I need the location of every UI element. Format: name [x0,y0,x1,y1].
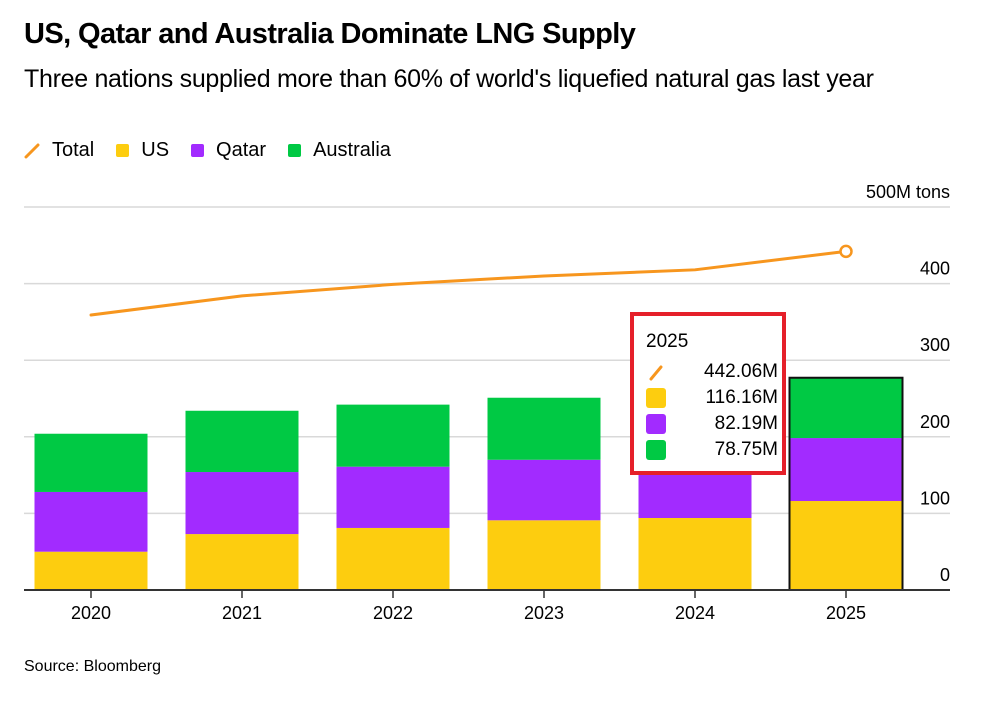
x-tick-label: 2023 [524,603,564,623]
legend-label: Total [52,139,95,161]
bar-us-2022 [336,527,450,590]
y-tick-label: 300 [920,335,950,355]
x-tick-label: 2025 [826,603,866,623]
bar-australia-2021 [185,410,299,473]
legend-label: Australia [313,139,391,161]
line-icon [649,365,663,381]
y-tick-label: 0 [940,565,950,585]
tooltip-row-us: 116.16M [646,387,778,409]
y-tick-label: 500M tons [866,182,950,202]
bar-qatar-2020 [34,491,148,552]
chart-plot: 0 100 200 300 400 500M tons 2020 2021 2022 2023 20… [24,182,950,623]
tooltip-row-australia: 78.75M [646,439,778,461]
bar-us-2023 [487,520,601,590]
square-icon [646,388,666,408]
x-tick-label: 2024 [675,603,715,623]
tooltip-value: 82.19M [714,413,778,434]
y-tick-label: 400 [920,259,950,279]
chart-subtitle: Three nations supplied more than 60% of … [24,65,874,93]
tooltip-value: 78.75M [714,439,778,460]
tooltip-value: 442.06M [704,361,778,382]
legend-label: Qatar [216,139,267,161]
tooltip: 2025 442.06M 116.16M 82.19M 78.75M [630,312,786,475]
square-icon [646,414,666,434]
bar-qatar-2023 [487,459,601,521]
x-tick-label: 2022 [373,603,413,623]
bar-australia-2022 [336,404,450,467]
line-point-marker [839,244,853,259]
square-icon [116,144,130,157]
square-icon [646,440,666,460]
bar-us-2020 [34,551,148,590]
legend-item-australia[interactable]: Australia [288,139,391,162]
square-icon [288,144,302,157]
tooltip-row-qatar: 82.19M [646,413,778,435]
tooltip-value: 116.16M [705,387,778,408]
y-tick-label: 200 [920,412,950,432]
tooltip-row-total: 442.06M [646,361,778,383]
bar-australia-2025 [789,377,903,439]
legend: Total US Qatar Australia [24,139,413,162]
source-note: Source: Bloomberg [24,658,161,675]
bar-us-2024 [638,517,752,590]
legend-item-total[interactable]: Total [24,139,94,162]
legend-item-qatar[interactable]: Qatar [191,139,266,162]
x-tick-label: 2021 [222,603,262,623]
line-icon [24,143,40,158]
bar-qatar-2022 [336,466,450,528]
bar-qatar-2025 [789,438,903,502]
tooltip-year: 2025 [646,331,689,352]
legend-label: US [141,139,170,161]
bar-us-2025 [789,501,903,590]
square-icon [191,144,205,157]
bar-qatar-2021 [185,472,299,535]
y-tick-label: 100 [920,488,950,508]
x-tick-label: 2020 [71,603,111,623]
legend-item-us[interactable]: US [116,139,169,162]
chart-title: US, Qatar and Australia Dominate LNG Sup… [24,18,636,50]
bar-australia-2020 [34,433,148,492]
line-total [89,249,848,317]
bar-us-2021 [185,534,299,590]
bar-australia-2023 [487,397,601,460]
